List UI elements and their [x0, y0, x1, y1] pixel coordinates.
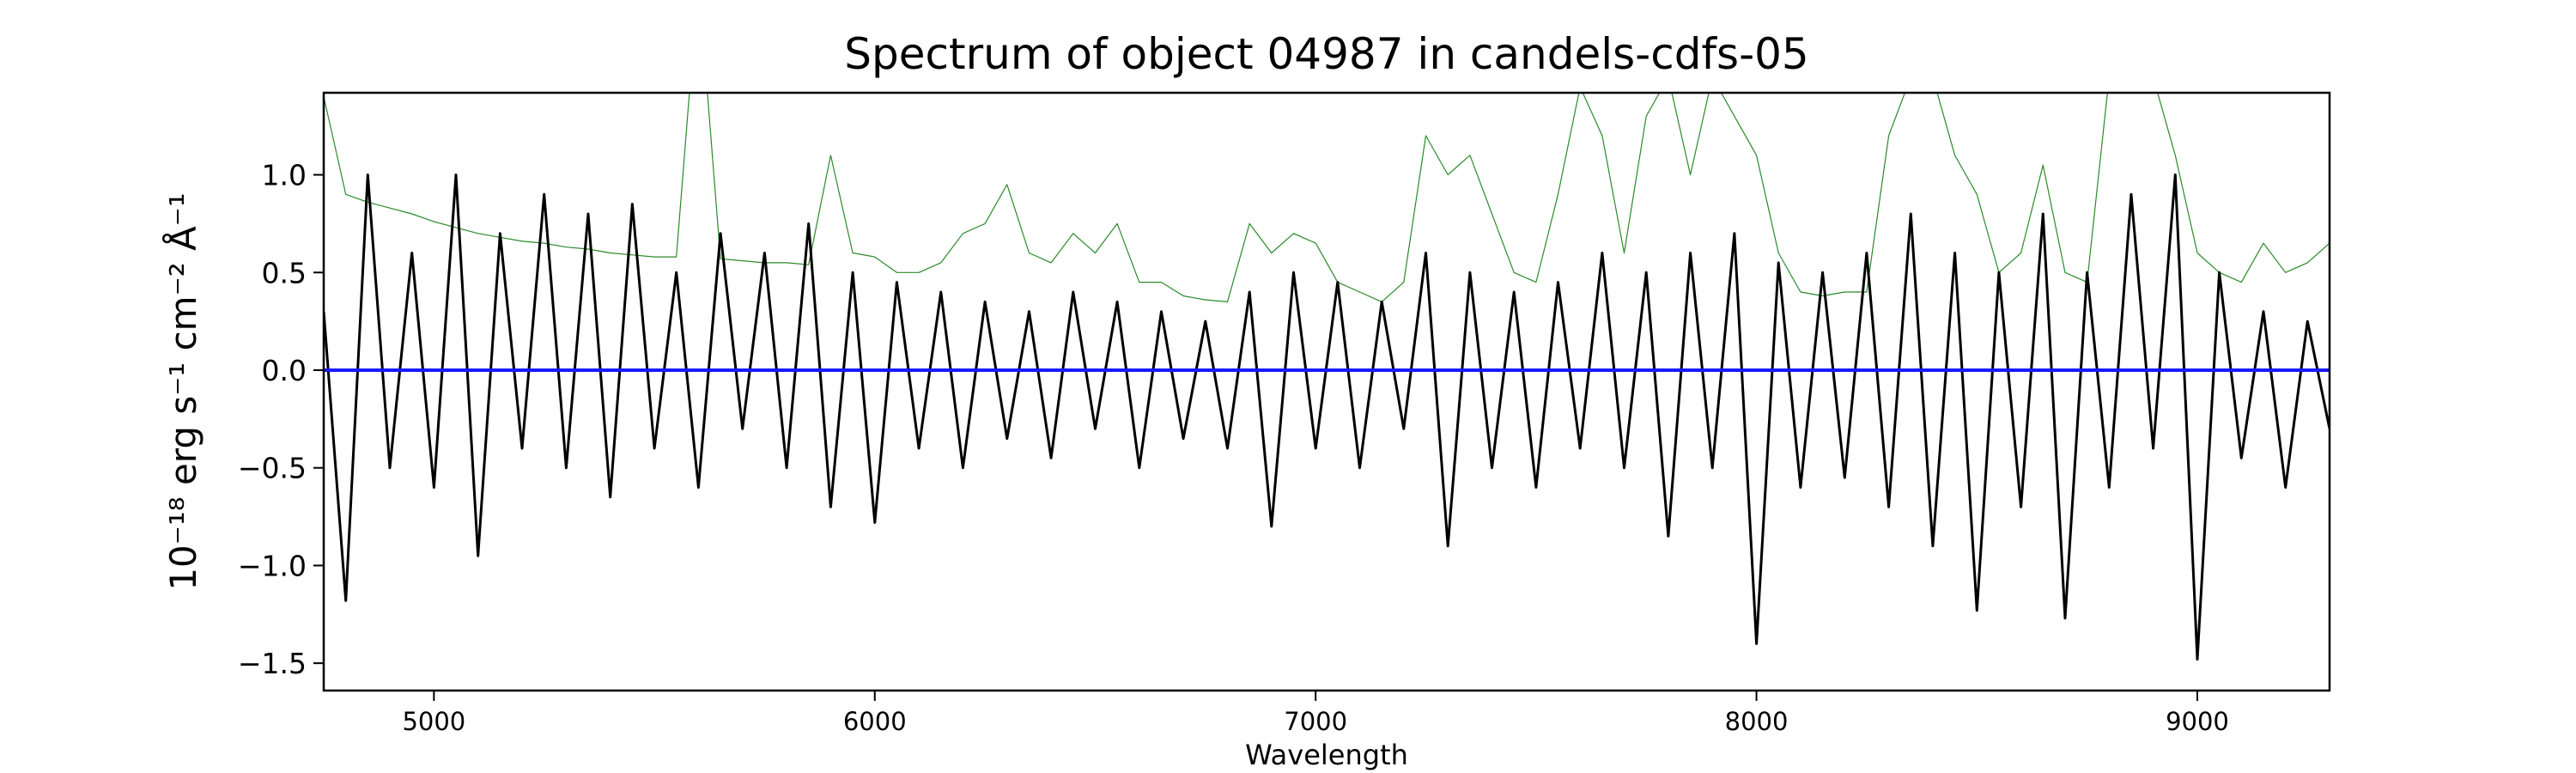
spectrum-line [324, 93, 2330, 302]
x-tick-label: 5000 [402, 707, 465, 736]
spectrum-line [324, 173, 2330, 661]
plot-area [324, 93, 2330, 661]
plot-frame [322, 91, 2331, 692]
y-tick-label: 0.0 [262, 354, 307, 387]
y-tick-label: −1.5 [238, 647, 307, 680]
y-tick-label: 1.0 [262, 159, 307, 192]
y-tick-label: −1.0 [238, 549, 307, 582]
x-axis-label: Wavelength [1245, 739, 1408, 771]
x-tick-label: 9000 [2166, 707, 2229, 736]
y-tick-label: 0.5 [262, 256, 307, 289]
x-tick-label: 6000 [843, 707, 907, 736]
x-tick-label: 8000 [1725, 707, 1789, 736]
y-axis-label: 10⁻¹⁸ erg s⁻¹ cm⁻² Å⁻¹ [161, 192, 204, 590]
x-tick-label: 7000 [1284, 707, 1347, 736]
chart-title: Spectrum of object 04987 in candels-cdfs… [844, 29, 1809, 79]
y-tick-label: −0.5 [238, 452, 307, 485]
